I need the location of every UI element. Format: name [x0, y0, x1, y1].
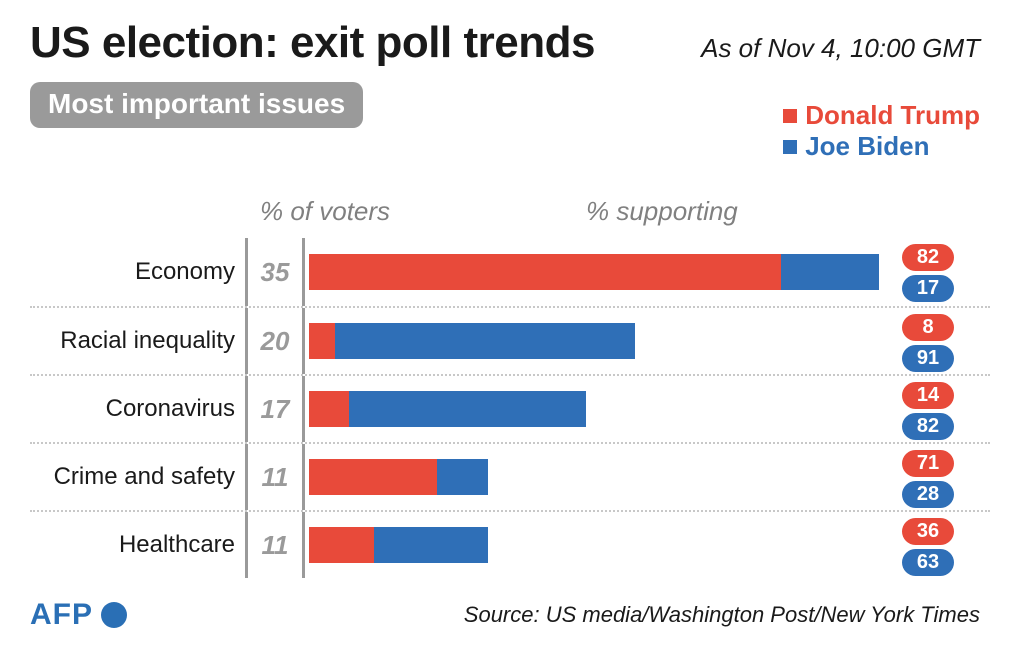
chart-row: Crime and safety117128	[30, 442, 990, 510]
bar-segment-trump	[309, 391, 349, 427]
chart-row: Racial inequality20891	[30, 306, 990, 374]
value-pills: 8217	[902, 244, 954, 302]
bar-segment-trump	[309, 527, 374, 563]
divider	[302, 308, 305, 374]
divider	[302, 444, 305, 510]
bar-segment-trump	[309, 459, 437, 495]
voters-pct: 11	[248, 530, 302, 561]
pill-biden: 17	[902, 275, 954, 302]
divider	[302, 376, 305, 442]
voters-pct: 11	[248, 462, 302, 493]
chart-row: Economy358217	[30, 238, 990, 306]
col-header-supporting: % supporting	[586, 196, 738, 227]
logo: AFP	[30, 598, 127, 632]
logo-text: AFP	[30, 598, 93, 632]
pill-biden: 82	[902, 413, 954, 440]
voters-pct: 35	[248, 257, 302, 288]
bar-segment-biden	[349, 391, 585, 427]
legend-swatch-trump	[783, 109, 797, 123]
pill-trump: 71	[902, 450, 954, 477]
category-label: Healthcare	[30, 531, 245, 559]
pill-trump: 36	[902, 518, 954, 545]
pill-biden: 63	[902, 549, 954, 576]
legend-label-trump: Donald Trump	[805, 100, 980, 131]
pill-trump: 82	[902, 244, 954, 271]
divider	[302, 512, 305, 578]
bar-area	[309, 391, 879, 427]
subtitle-badge: Most important issues	[30, 82, 363, 128]
value-pills: 891	[902, 314, 954, 372]
voters-pct: 17	[248, 394, 302, 425]
pill-trump: 8	[902, 314, 954, 341]
bar-area	[309, 323, 879, 359]
bar-segment-biden	[374, 527, 488, 563]
chart-row: Coronavirus171482	[30, 374, 990, 442]
category-label: Crime and safety	[30, 463, 245, 491]
bar-chart: Economy358217Racial inequality20891Coron…	[30, 238, 990, 578]
legend: Donald Trump Joe Biden	[783, 100, 980, 162]
bar-segment-biden	[437, 459, 488, 495]
bar-segment-biden	[781, 254, 879, 290]
as-of-label: As of Nov 4, 10:00 GMT	[701, 33, 980, 64]
pill-trump: 14	[902, 382, 954, 409]
bar-area	[309, 459, 879, 495]
infographic-container: US election: exit poll trends As of Nov …	[0, 0, 1020, 648]
legend-swatch-biden	[783, 140, 797, 154]
voters-pct: 20	[248, 326, 302, 357]
chart-row: Healthcare113663	[30, 510, 990, 578]
category-label: Economy	[30, 258, 245, 286]
page-title: US election: exit poll trends	[30, 18, 595, 68]
source-label: Source: US media/Washington Post/New Yor…	[464, 602, 980, 628]
value-pills: 3663	[902, 518, 954, 576]
bar-segment-trump	[309, 323, 335, 359]
divider	[302, 238, 305, 306]
value-pills: 1482	[902, 382, 954, 440]
col-header-voters: % of voters	[260, 196, 390, 227]
bar-segment-trump	[309, 254, 781, 290]
value-pills: 7128	[902, 450, 954, 508]
column-headers: % of voters % supporting	[30, 196, 990, 230]
pill-biden: 28	[902, 481, 954, 508]
legend-item-trump: Donald Trump	[783, 100, 980, 131]
category-label: Racial inequality	[30, 327, 245, 355]
footer: AFP Source: US media/Washington Post/New…	[30, 598, 990, 632]
title-row: US election: exit poll trends As of Nov …	[30, 18, 990, 68]
legend-item-biden: Joe Biden	[783, 131, 980, 162]
category-label: Coronavirus	[30, 395, 245, 423]
pill-biden: 91	[902, 345, 954, 372]
bar-segment-biden	[335, 323, 634, 359]
bar-area	[309, 254, 879, 290]
legend-label-biden: Joe Biden	[805, 131, 929, 162]
bar-area	[309, 527, 879, 563]
logo-circle-icon	[101, 602, 127, 628]
